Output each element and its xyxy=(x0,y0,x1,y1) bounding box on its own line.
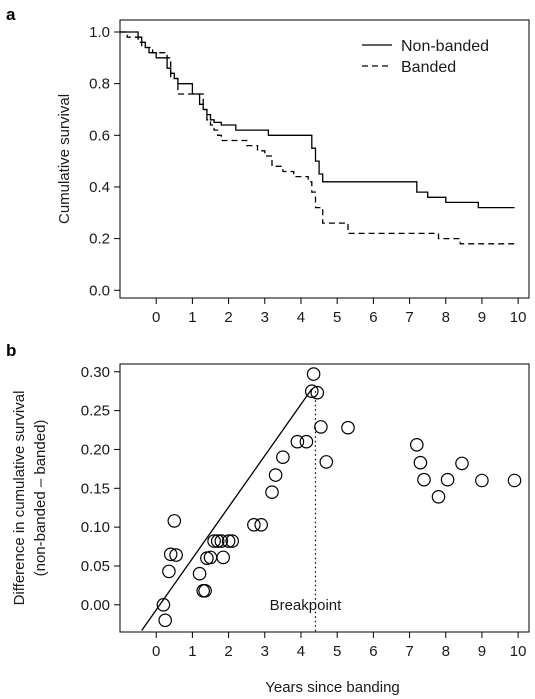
scatter-point xyxy=(192,566,207,581)
scatter-point xyxy=(167,514,182,528)
panel-a-y-ticks: 0.0 0.2 0.4 0.6 0.8 1.0 xyxy=(89,24,120,299)
y-tick-label: 0.15 xyxy=(81,480,110,497)
y-tick-label: 1.0 xyxy=(89,24,110,41)
scatter-point xyxy=(216,550,230,565)
scatter-point xyxy=(319,455,334,469)
scatter-point xyxy=(341,420,355,435)
x-tick-label: 8 xyxy=(442,309,450,326)
y-tick-label: 0.20 xyxy=(81,441,110,458)
x-tick-label: 8 xyxy=(442,643,450,660)
x-tick-label: 10 xyxy=(510,309,527,326)
scatter-point xyxy=(304,384,319,398)
x-tick-label: 6 xyxy=(369,309,377,326)
y-tick-label: 0.10 xyxy=(81,519,110,536)
y-tick-label: 0.0 xyxy=(89,282,110,299)
x-tick-label: 2 xyxy=(224,309,232,326)
scatter-point xyxy=(214,534,229,548)
scatter-point xyxy=(306,367,321,381)
scatter-point xyxy=(276,450,290,464)
scatter-point xyxy=(314,420,328,434)
x-tick-label: 6 xyxy=(369,643,377,660)
panel-b-difference-chart: b 0.00 0.05 0.10 0.15 0.20 0.25 0.30 0 1 2 3 4 5 6 7 8… xyxy=(6,341,530,696)
panel-b-x-ticks: 0 1 2 3 4 5 6 7 8 9 10 xyxy=(152,632,526,660)
panel-letter-b: b xyxy=(6,341,16,360)
x-tick-label: 5 xyxy=(333,309,341,326)
panel-b-scatter-points xyxy=(156,367,522,628)
panel-a-y-axis-label: Cumulative survival xyxy=(56,94,73,224)
regression-fit-line xyxy=(141,388,313,631)
y-tick-label: 0.30 xyxy=(81,364,110,381)
panel-b-y-axis-label: Difference in cumulative survival xyxy=(11,391,28,606)
x-tick-label: 7 xyxy=(405,309,413,326)
x-tick-label: 9 xyxy=(478,309,486,326)
y-tick-label: 0.6 xyxy=(89,127,110,144)
panel-letter-a: a xyxy=(6,5,16,24)
scatter-point xyxy=(158,613,172,628)
scatter-point xyxy=(221,534,236,548)
x-tick-label: 2 xyxy=(224,643,232,660)
scatter-point xyxy=(431,489,446,504)
x-tick-label: 4 xyxy=(297,643,305,660)
scatter-point xyxy=(207,534,221,548)
x-tick-label: 3 xyxy=(261,643,269,660)
y-tick-label: 0.8 xyxy=(89,76,110,93)
scatter-point xyxy=(247,517,261,532)
scatter-point xyxy=(507,473,522,488)
scatter-point xyxy=(169,548,183,562)
scatter-point xyxy=(198,583,212,598)
scatter-point xyxy=(290,434,305,449)
scatter-point xyxy=(156,597,171,612)
scatter-point xyxy=(440,472,455,487)
scatter-point xyxy=(413,455,428,470)
panel-a-series-lines xyxy=(120,31,515,245)
panel-b-y-axis-label-line2: (non-banded – banded) xyxy=(32,420,49,577)
x-tick-label: 3 xyxy=(261,309,269,326)
x-tick-label: 1 xyxy=(188,309,196,326)
y-tick-label: 0.25 xyxy=(81,403,110,420)
scatter-point xyxy=(225,534,239,548)
panel-b-x-axis-label: Years since banding xyxy=(265,679,400,696)
panel-a-x-ticks: 0 1 2 3 4 5 6 7 8 9 10 xyxy=(152,298,526,326)
x-tick-label: 9 xyxy=(478,643,486,660)
x-tick-label: 0 xyxy=(152,643,160,660)
scatter-point xyxy=(162,564,176,579)
series-line-non-banded xyxy=(120,31,515,209)
x-tick-label: 0 xyxy=(152,309,160,326)
legend-label-banded: Banded xyxy=(401,59,456,76)
x-tick-label: 4 xyxy=(297,309,305,326)
scatter-point xyxy=(254,517,269,532)
scatter-point xyxy=(310,385,325,400)
y-tick-label: 0.4 xyxy=(89,179,110,196)
scatter-point xyxy=(299,434,314,449)
legend-label-non-banded: Non-banded xyxy=(401,38,489,55)
x-tick-label: 7 xyxy=(405,643,413,660)
series-line-banded xyxy=(120,31,515,245)
scatter-point xyxy=(455,456,469,471)
breakpoint-label: Breakpoint xyxy=(270,597,343,614)
panel-a-plot-frame xyxy=(119,19,530,299)
panel-a-survival-chart: a 0.0 0.2 0.4 0.6 0.8 1.0 0 1 2 3 4 5 6 7 8 9 10 Cumula… xyxy=(6,5,530,326)
scatter-point xyxy=(265,485,279,499)
x-tick-label: 1 xyxy=(188,643,196,660)
y-tick-label: 0.00 xyxy=(81,597,110,614)
panel-a-legend: Non-banded Banded xyxy=(362,38,489,76)
scatter-point xyxy=(268,468,283,482)
scatter-point xyxy=(163,547,178,562)
scatter-point xyxy=(210,534,225,548)
scatter-point xyxy=(475,473,489,488)
x-tick-label: 10 xyxy=(510,643,527,660)
y-tick-label: 0.05 xyxy=(81,558,110,575)
scatter-point xyxy=(409,437,424,452)
panel-b-plot-frame xyxy=(119,363,530,633)
y-tick-label: 0.2 xyxy=(89,231,110,248)
scatter-point xyxy=(417,472,431,487)
panel-b-y-ticks: 0.00 0.05 0.10 0.15 0.20 0.25 0.30 xyxy=(81,364,120,614)
x-tick-label: 5 xyxy=(333,643,341,660)
